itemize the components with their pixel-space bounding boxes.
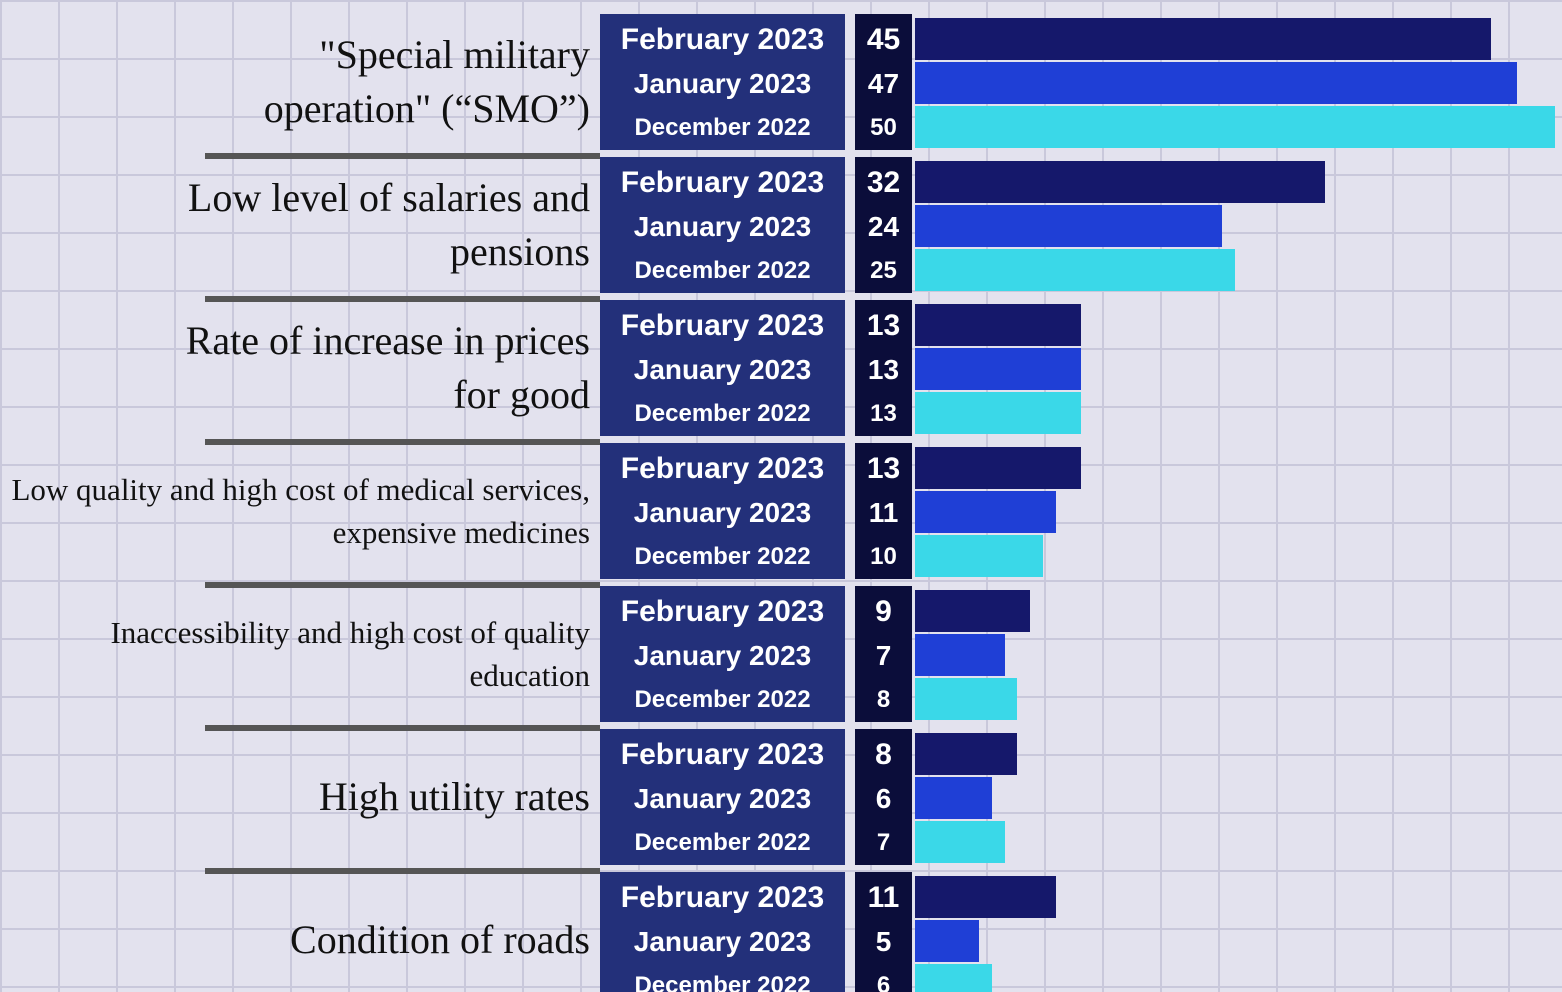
category-label-box: Low quality and high cost of medical ser… (0, 443, 590, 579)
bar (915, 392, 1082, 434)
value-label: 32 (866, 166, 901, 199)
series-name: February 2023 (620, 309, 825, 342)
bar (915, 733, 1018, 775)
value-label: 24 (867, 211, 900, 242)
value-label: 5 (875, 926, 892, 957)
series-name: December 2022 (634, 829, 811, 856)
series-name-box: February 2023 January 2023 December 2022 (600, 300, 845, 436)
value-label: 7 (876, 829, 891, 856)
category-label-box: Inaccessibility and high cost of quality… (0, 586, 590, 722)
value-label: 13 (870, 400, 897, 427)
series-name: February 2023 (620, 23, 825, 56)
value-label: 7 (875, 640, 892, 671)
bar (915, 18, 1491, 60)
value-label: 11 (868, 497, 899, 528)
bar (915, 634, 1005, 676)
value-label: 45 (866, 23, 901, 56)
bar (915, 876, 1056, 918)
series-name: February 2023 (620, 166, 825, 199)
category-label-box: Low level of salaries and pensions (0, 157, 590, 293)
separator (205, 439, 600, 445)
series-name: January 2023 (633, 640, 812, 671)
series-name: January 2023 (633, 926, 812, 957)
value-label: 13 (866, 452, 901, 485)
category-label: Inaccessibility and high cost of quality… (110, 614, 590, 693)
bar (915, 348, 1082, 390)
series-name: January 2023 (633, 211, 812, 242)
category-label-box: Rate of increase in prices for good (0, 300, 590, 436)
bar (915, 491, 1056, 533)
series-name-box: February 2023 January 2023 December 2022 (600, 586, 845, 722)
bar (915, 678, 1018, 720)
separator (205, 296, 600, 302)
bar (915, 964, 992, 992)
bar (915, 447, 1082, 489)
series-name-box: February 2023 January 2023 December 2022 (600, 14, 845, 150)
bar (915, 590, 1031, 632)
series-name: December 2022 (634, 257, 811, 284)
series-name: December 2022 (634, 686, 811, 713)
category-label: "Special military operation" (“SMO”) (263, 32, 590, 131)
bar (915, 777, 992, 819)
value-label: 50 (870, 114, 897, 141)
category-label: High utility rates (318, 774, 590, 819)
category-label: Condition of roads (290, 917, 590, 962)
category-label-box: "Special military operation" (“SMO”) (0, 14, 590, 150)
series-name: February 2023 (620, 881, 825, 914)
series-name-box: February 2023 January 2023 December 2022 (600, 729, 845, 865)
series-name: January 2023 (633, 783, 812, 814)
category-label: Low level of salaries and pensions (187, 175, 590, 274)
value-box: 9 7 8 (855, 586, 912, 722)
series-name: February 2023 (620, 452, 825, 485)
bar (915, 161, 1325, 203)
value-label: 8 (876, 686, 891, 713)
series-name: January 2023 (633, 354, 812, 385)
bar (915, 535, 1043, 577)
separator (205, 153, 600, 159)
series-name-box: February 2023 January 2023 December 2022 (600, 157, 845, 293)
series-name: December 2022 (634, 972, 811, 992)
value-label: 13 (867, 354, 900, 385)
bar (915, 62, 1517, 104)
value-label: 9 (875, 595, 892, 628)
bar (915, 106, 1555, 148)
separator (205, 582, 600, 588)
series-name-box: February 2023 January 2023 December 2022 (600, 443, 845, 579)
value-box: 13 13 13 (855, 300, 912, 436)
series-name: February 2023 (620, 738, 825, 771)
value-label: 13 (866, 309, 901, 342)
separator (205, 725, 600, 731)
value-box: 13 11 10 (855, 443, 912, 579)
series-name: December 2022 (634, 543, 811, 570)
value-box: 11 5 6 (855, 872, 912, 992)
series-name: December 2022 (634, 114, 811, 141)
value-box: 32 24 25 (855, 157, 912, 293)
category-label: Rate of increase in prices for good (185, 318, 590, 417)
series-name: February 2023 (620, 595, 825, 628)
category-label-box: High utility rates (0, 729, 590, 865)
value-label: 6 (876, 972, 891, 992)
value-label: 8 (875, 738, 892, 771)
bar (915, 205, 1223, 247)
value-label: 11 (867, 881, 900, 914)
value-label: 10 (870, 543, 897, 570)
bar (915, 304, 1082, 346)
value-box: 45 47 50 (855, 14, 912, 150)
category-label: Low quality and high cost of medical ser… (11, 471, 590, 550)
value-box: 8 6 7 (855, 729, 912, 865)
bar (915, 249, 1235, 291)
value-label: 6 (875, 783, 892, 814)
category-label-box: Condition of roads (0, 872, 590, 992)
value-label: 25 (870, 257, 897, 284)
bar (915, 920, 979, 962)
separator (205, 868, 600, 874)
series-name: January 2023 (633, 497, 812, 528)
series-name: January 2023 (633, 68, 812, 99)
bar (915, 821, 1005, 863)
series-name-box: February 2023 January 2023 December 2022 (600, 872, 845, 992)
series-name: December 2022 (634, 400, 811, 427)
value-label: 47 (867, 68, 900, 99)
